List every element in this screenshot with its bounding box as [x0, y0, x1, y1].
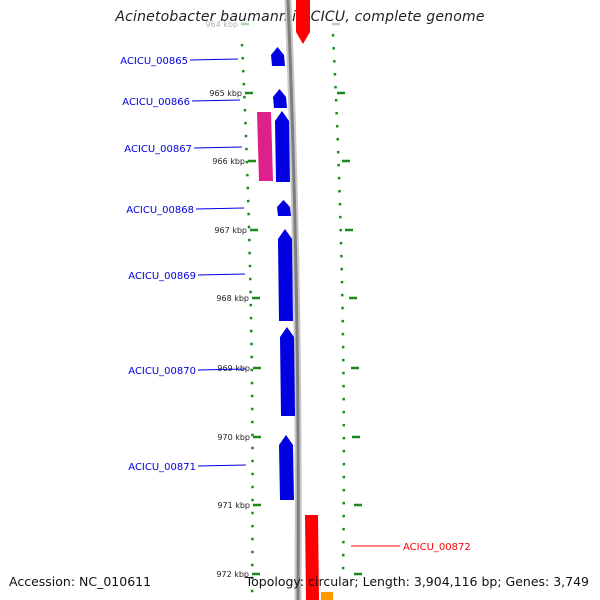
inner-ruler-track — [240, 43, 254, 600]
scale-tick-label: 968 kbp — [216, 294, 249, 303]
gene-ACICU_00869-glyph — [278, 229, 293, 321]
gene-ACICU_00866-glyph — [273, 89, 287, 108]
scale-tick-label: 972 kbp — [216, 570, 249, 579]
gene-ACICU_00866-leader — [191, 99, 241, 102]
gene-label-ACICU_00869[interactable]: ACICU_00869 — [128, 271, 196, 282]
scale-tick-label: 966 kbp — [212, 157, 245, 166]
gene-label-ACICU_00865[interactable]: ACICU_00865 — [120, 56, 188, 67]
genome-backbone — [286, 0, 300, 600]
feature-arrow-bottom — [321, 592, 333, 600]
scale-ticks: 964 kbp 965 kbp 966 kbp 967 kbp 968 kbp 969 k… — [205, 20, 362, 579]
gene-label-ACICU_00868[interactable]: ACICU_00868 — [126, 205, 194, 216]
scale-tick-label: 969 kbp — [217, 364, 250, 373]
gene-ACICU_00869-leader — [197, 273, 246, 276]
feature-arrow-top — [296, 0, 310, 44]
gene-ACICU_00867-leader — [193, 146, 243, 149]
accession-text: Accession: NC_010611 — [9, 574, 152, 589]
gene-ACICU_00870-leader — [197, 368, 247, 371]
gene-label-ACICU_00872[interactable]: ACICU_00872 — [403, 542, 471, 553]
outer-ruler-track — [331, 33, 346, 576]
gene-ACICU_00868-leader — [195, 207, 245, 210]
gene-features: ACICU_00865 ACICU_00866 ACICU_00867 ACICU_0… — [120, 47, 471, 553]
gene-ACICU_00870-glyph — [280, 327, 295, 416]
topology-text: Topology: circular; Length: 3,904,116 bp… — [245, 574, 589, 589]
gene-ACICU_00865-leader — [189, 58, 239, 61]
gene-ACICU_00867-glyph — [275, 111, 290, 182]
gene-ACICU_00868-glyph — [277, 200, 291, 216]
scale-tick-label: 971 kbp — [217, 501, 250, 510]
gene-label-ACICU_00866[interactable]: ACICU_00866 — [122, 97, 190, 108]
scale-tick-label: 965 kbp — [209, 89, 242, 98]
gene-ACICU_00871-glyph — [279, 435, 294, 500]
scale-tick-label: 970 kbp — [217, 433, 250, 442]
gene-label-ACICU_00867[interactable]: ACICU_00867 — [124, 144, 192, 155]
gene-ACICU_00872-glyph — [305, 515, 319, 600]
rna-feature-bar — [257, 112, 273, 181]
gene-ACICU_00865-glyph — [271, 47, 285, 66]
scale-tick-label: 967 kbp — [214, 226, 247, 235]
gene-label-ACICU_00870[interactable]: ACICU_00870 — [128, 366, 196, 377]
scale-tick-label: 964 kbp — [205, 20, 238, 29]
gene-ACICU_00871-leader — [197, 464, 247, 467]
gene-label-ACICU_00871[interactable]: ACICU_00871 — [128, 462, 196, 473]
